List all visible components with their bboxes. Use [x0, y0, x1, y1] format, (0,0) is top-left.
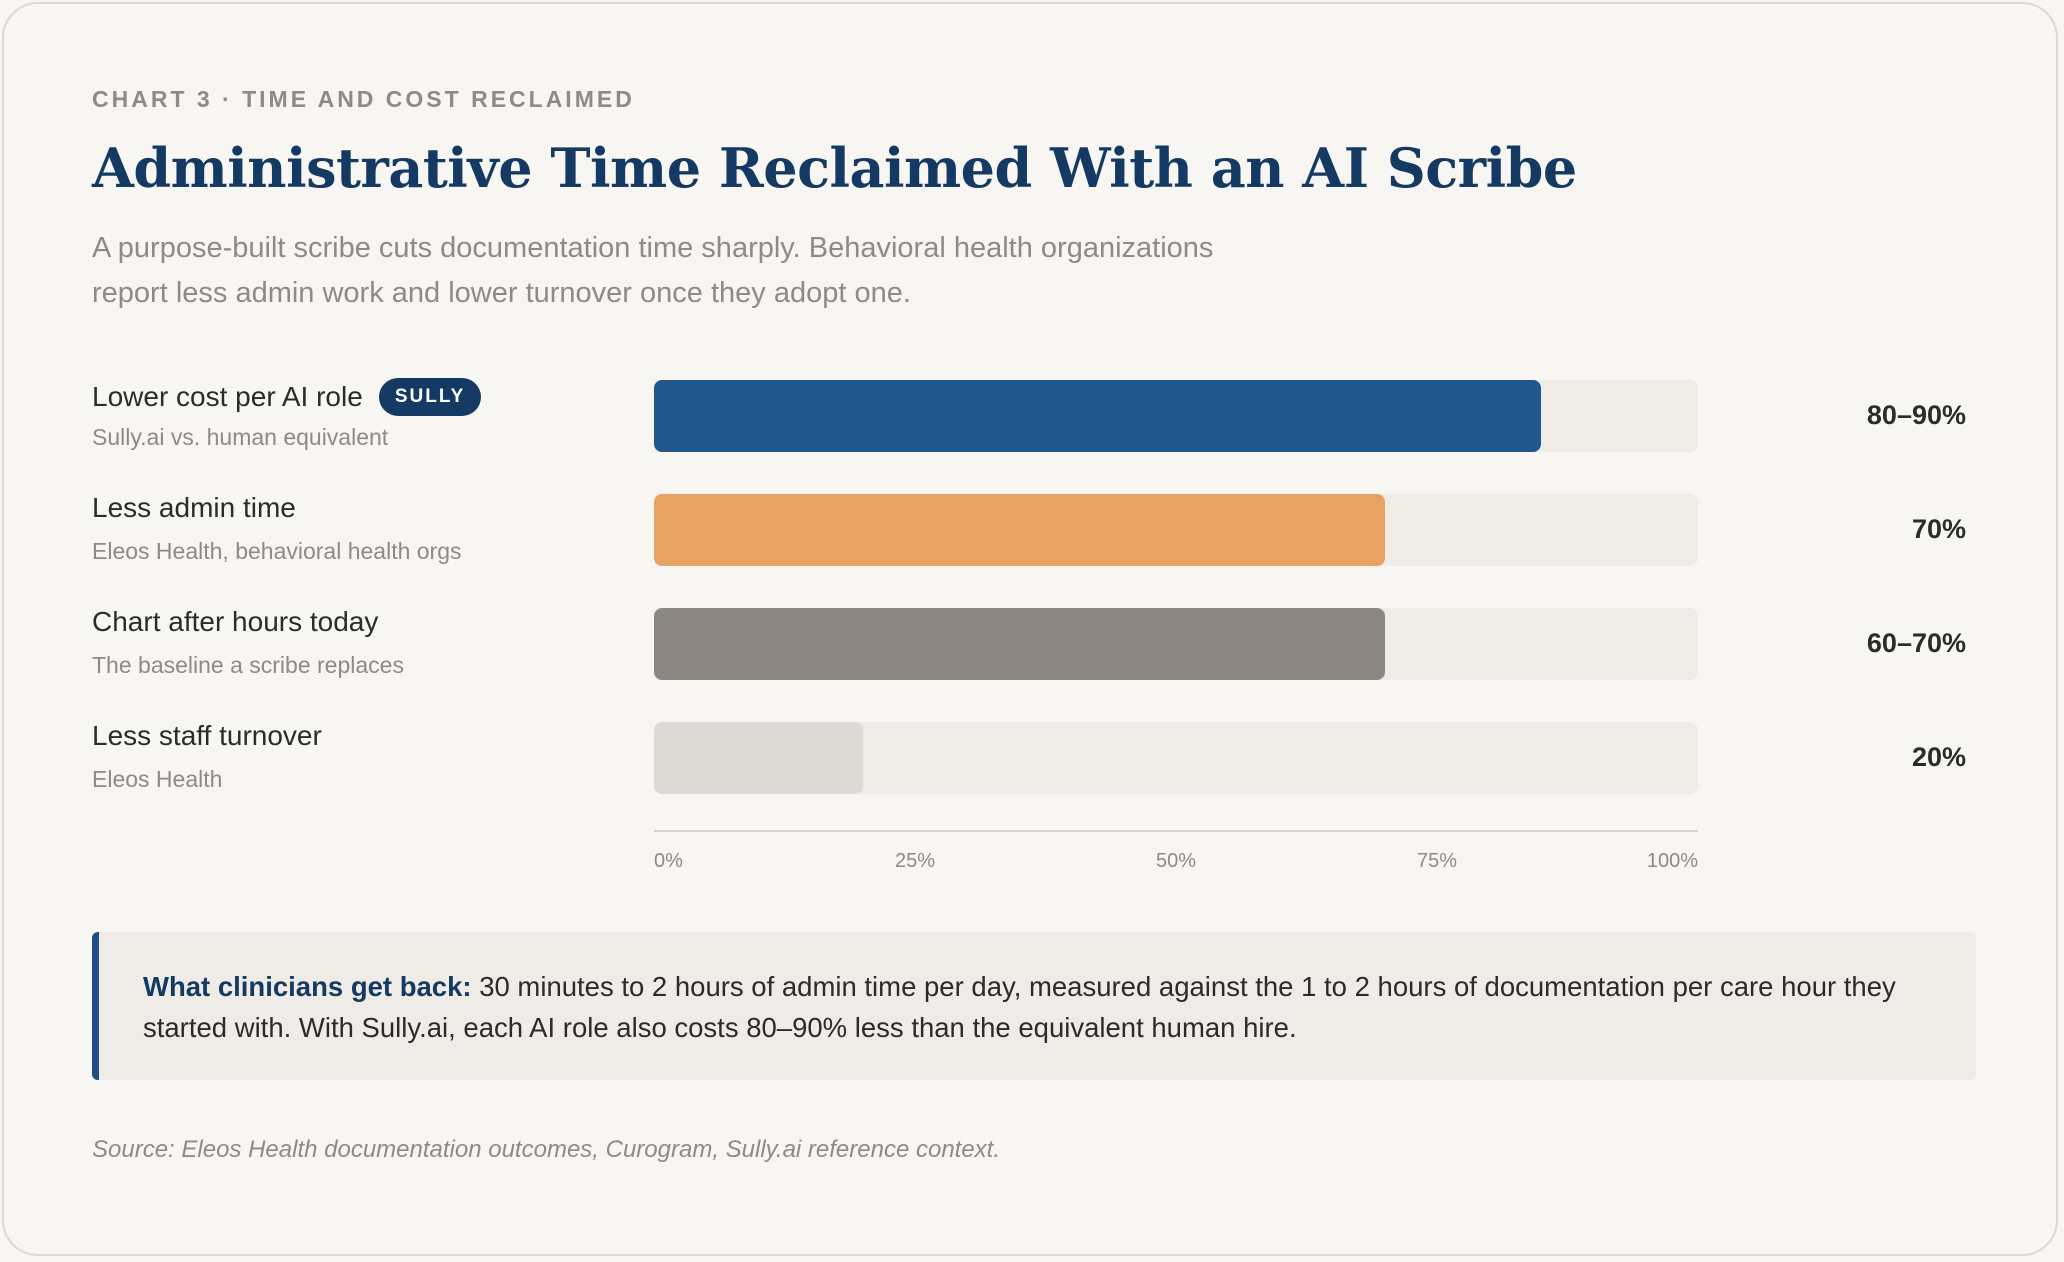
bar-label-text: Chart after hours today	[92, 606, 379, 637]
bar-label: Lower cost per AI role SULLY	[92, 378, 482, 416]
bar-track	[654, 380, 1698, 452]
chart-eyebrow: CHART 3 · TIME AND COST RECLAIMED	[92, 86, 635, 112]
bar-sublabel: Sully.ai vs. human equivalent	[92, 424, 389, 450]
bar-value-label: 20%	[1911, 742, 1966, 772]
bar-track	[654, 608, 1698, 680]
chart-subtitle: A purpose-built scribe cuts documentatio…	[92, 232, 1214, 309]
bar-label: Less staff turnover	[92, 720, 322, 752]
x-tick-label: 0%	[654, 850, 683, 872]
sully-badge: SULLY	[378, 378, 482, 416]
x-axis-line	[654, 830, 1698, 832]
x-tick-label: 75%	[1416, 850, 1458, 872]
bar-label-text: Lower cost per AI role	[92, 381, 363, 412]
x-tick-label: 25%	[894, 850, 936, 872]
bar-label: Less admin time	[92, 492, 296, 524]
bar	[654, 608, 1385, 680]
bar-value-label: 60–70%	[1866, 628, 1966, 658]
callout-text: 30 minutes to 2 hours of admin time per …	[143, 971, 1896, 1043]
bar-label-text: Less admin time	[92, 492, 296, 523]
source-note: Source: Eleos Health documentation outco…	[92, 1136, 1001, 1163]
bar-sublabel: Eleos Health, behavioral health orgs	[92, 538, 462, 564]
bar-track	[654, 494, 1698, 566]
chart-title: Administrative Time Reclaimed With an AI…	[92, 136, 1577, 200]
bar-value-label: 80–90%	[1866, 400, 1966, 430]
bar-sublabel: Eleos Health	[92, 766, 223, 792]
bar	[654, 722, 863, 794]
bar-label: Chart after hours today	[92, 606, 378, 638]
x-tick-label: 50%	[1155, 850, 1197, 872]
x-tick-label: 100%	[1646, 850, 1698, 872]
bar-value-label: 70%	[1911, 514, 1966, 544]
bar-label-text: Less staff turnover	[92, 720, 322, 751]
bar-sublabel: The baseline a scribe replaces	[92, 652, 404, 678]
bar	[654, 494, 1385, 566]
bar	[654, 380, 1542, 452]
callout-lead: What clinicians get back:	[143, 971, 472, 1002]
callout-box: What clinicians get back: 30 minutes to …	[92, 932, 1976, 1080]
bar-track	[654, 722, 1698, 794]
